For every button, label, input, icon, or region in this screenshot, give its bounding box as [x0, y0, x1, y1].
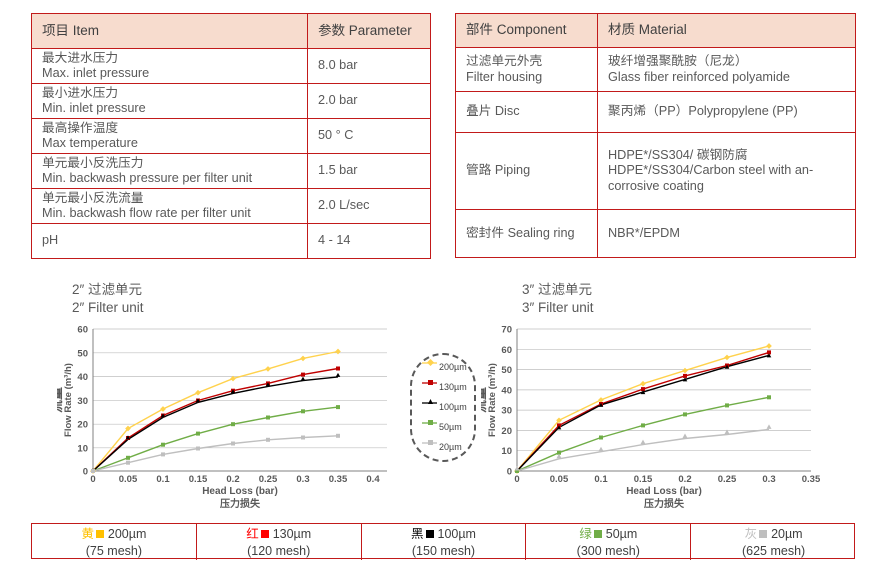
svg-text:50: 50	[501, 365, 512, 376]
svg-text:0: 0	[90, 474, 95, 485]
svg-text:20: 20	[77, 420, 88, 431]
svg-text:0.2: 0.2	[678, 474, 691, 485]
svg-text:0.3: 0.3	[762, 474, 775, 485]
svg-text:0.35: 0.35	[329, 474, 348, 485]
svg-text:60: 60	[501, 345, 512, 356]
svg-text:40: 40	[501, 385, 512, 396]
svg-text:Flow Rate (m³/h): Flow Rate (m³/h)	[487, 363, 498, 437]
svg-text:Flow Rate (m³/h): Flow Rate (m³/h)	[63, 363, 74, 437]
svg-text:40: 40	[77, 372, 88, 383]
svg-text:10: 10	[501, 446, 512, 457]
svg-text:0.35: 0.35	[802, 474, 821, 485]
svg-text:0.25: 0.25	[259, 474, 278, 485]
svg-text:0.2: 0.2	[226, 474, 239, 485]
svg-text:0.05: 0.05	[119, 474, 138, 485]
svg-text:0.1: 0.1	[156, 474, 170, 485]
svg-text:0.15: 0.15	[189, 474, 208, 485]
svg-text:70: 70	[501, 325, 512, 336]
svg-text:0.1: 0.1	[594, 474, 608, 485]
svg-text:30: 30	[501, 406, 512, 417]
svg-text:0.05: 0.05	[550, 474, 569, 485]
svg-text:10: 10	[77, 443, 88, 454]
svg-text:0: 0	[507, 467, 512, 478]
svg-text:Head Loss (bar): Head Loss (bar)	[626, 486, 702, 497]
svg-text:压力损失: 压力损失	[644, 497, 685, 510]
svg-text:0: 0	[514, 474, 519, 485]
svg-text:30: 30	[77, 396, 88, 407]
svg-text:0.4: 0.4	[366, 474, 380, 485]
svg-text:0.3: 0.3	[296, 474, 309, 485]
svg-text:0.25: 0.25	[718, 474, 737, 485]
svg-text:压力损失: 压力损失	[220, 497, 261, 510]
svg-text:Head Loss (bar): Head Loss (bar)	[202, 486, 278, 497]
svg-text:0.15: 0.15	[634, 474, 653, 485]
svg-text:0: 0	[83, 467, 88, 478]
svg-text:20: 20	[501, 426, 512, 437]
svg-text:60: 60	[77, 325, 88, 336]
svg-text:50: 50	[77, 348, 88, 359]
